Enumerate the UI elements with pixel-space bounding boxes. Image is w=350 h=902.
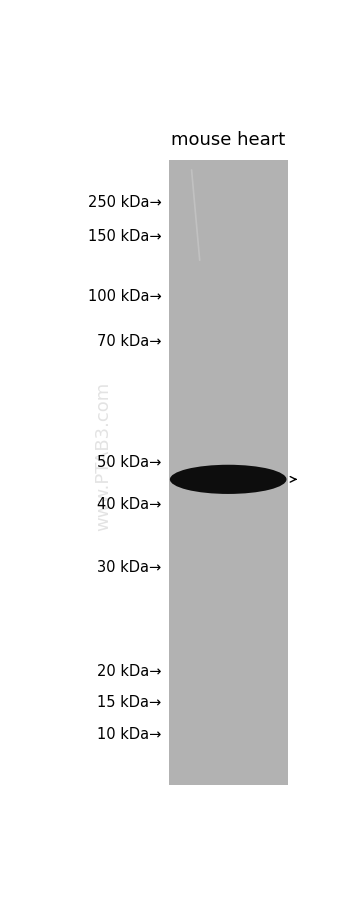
Text: 50 kDa→: 50 kDa→ [97,455,162,470]
Text: 70 kDa→: 70 kDa→ [97,334,162,348]
Text: mouse heart: mouse heart [171,131,285,149]
Text: 15 kDa→: 15 kDa→ [98,695,162,710]
Text: 250 kDa→: 250 kDa→ [88,195,162,209]
Text: 20 kDa→: 20 kDa→ [97,663,162,678]
Text: www.PTAB3.com: www.PTAB3.com [94,381,112,530]
Bar [169,161,288,786]
Text: 100 kDa→: 100 kDa→ [88,289,162,303]
Text: 40 kDa→: 40 kDa→ [97,497,162,511]
Text: 30 kDa→: 30 kDa→ [98,559,162,575]
Text: 10 kDa→: 10 kDa→ [97,726,162,741]
Text: 150 kDa→: 150 kDa→ [88,229,162,244]
Ellipse shape [170,465,287,494]
